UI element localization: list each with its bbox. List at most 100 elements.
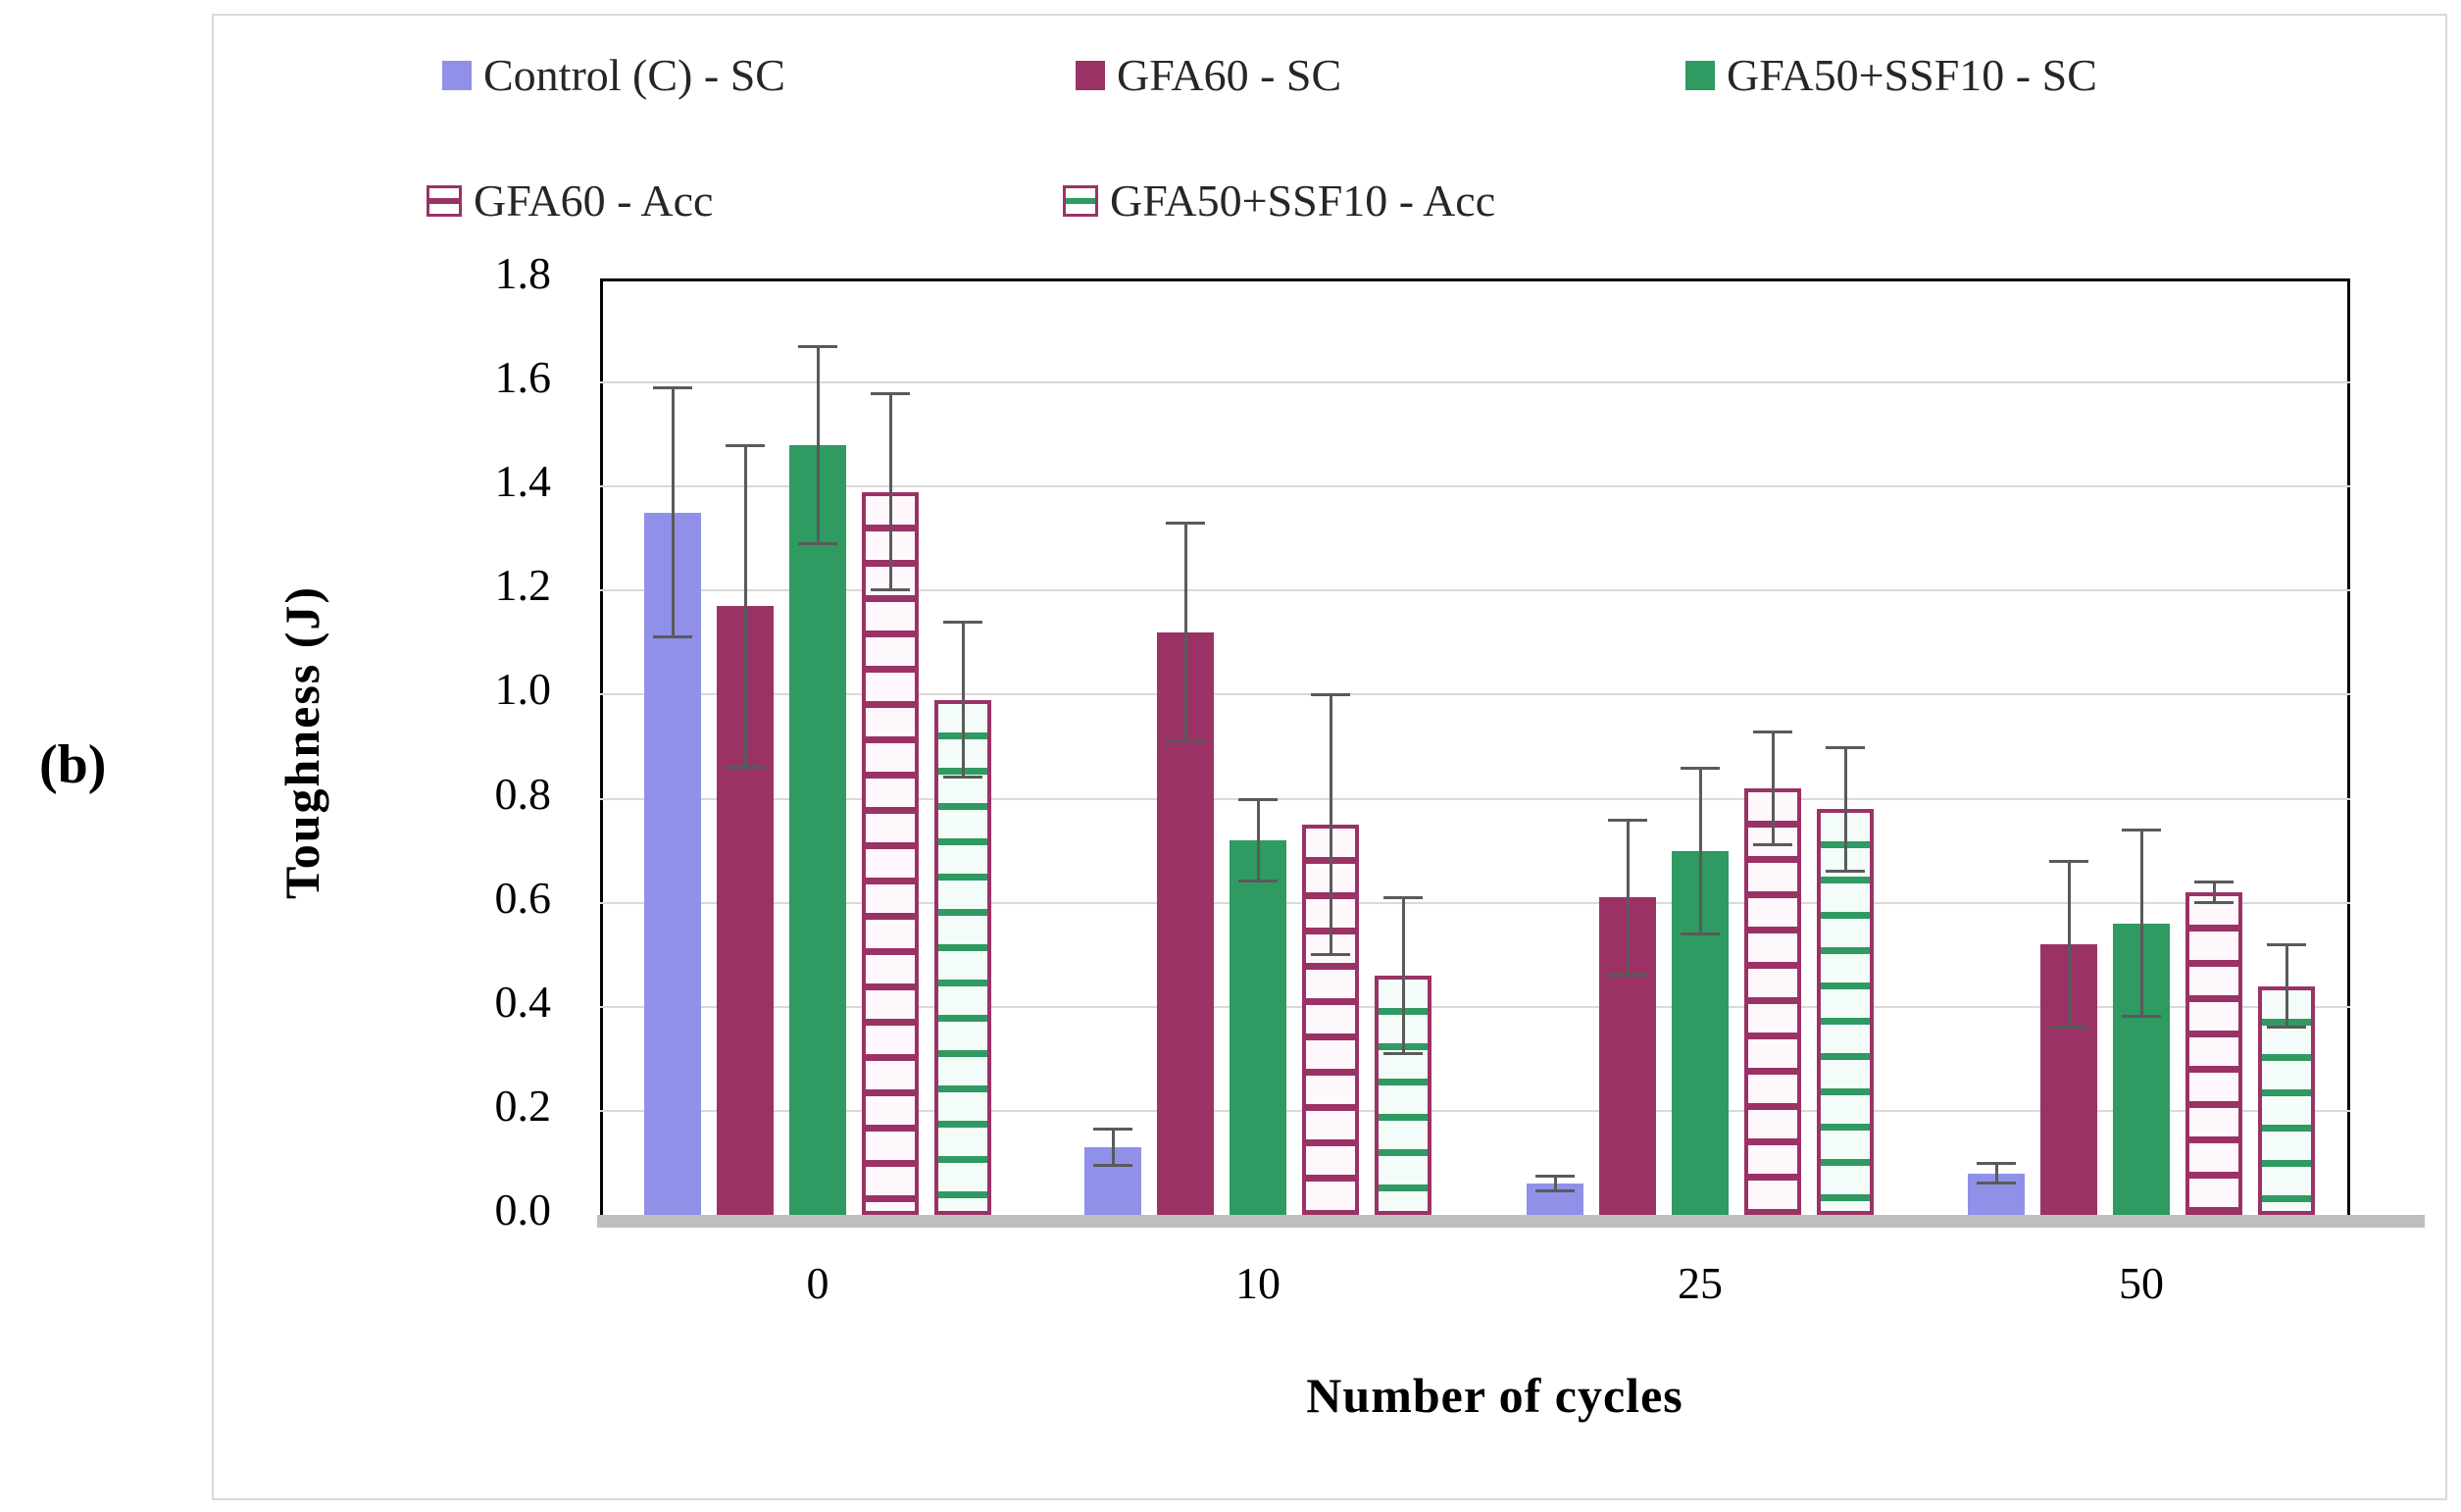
error-bar-cap-bottom [2049,1026,2088,1029]
error-bar-cap-bottom [1608,973,1647,977]
error-bar-cap-bottom [943,776,982,780]
legend-swatch-solid [1076,60,1105,90]
y-tick-label: 1.0 [494,664,552,715]
gridline [600,1005,2350,1008]
error-bar-cap-top [1681,766,1720,770]
error-bar-cap-bottom [1166,739,1205,743]
error-bar-cap-bottom [726,765,765,769]
plot-border [600,278,2350,1215]
error-bar-line [1771,731,1775,846]
y-tick-label: 1.4 [494,456,552,507]
gridline [600,485,2350,488]
error-bar-line [2285,944,2288,1028]
bar [862,491,919,1215]
error-bar-cap-top [871,391,910,395]
gridline [600,693,2350,696]
error-bar-cap-top [1977,1161,2016,1165]
bar [789,444,846,1215]
error-bar-line [743,444,747,768]
bar [1375,975,1431,1215]
error-bar-cap-top [798,344,837,348]
error-bar-cap-bottom [1311,952,1350,956]
error-bar-line [2139,830,2143,1018]
error-bar-line [888,392,892,591]
legend-item: GFA60 - SC [1076,49,1341,101]
error-bar-cap-top [1535,1175,1575,1179]
error-bar-cap-bottom [1093,1163,1132,1167]
legend-item: Control (C) - SC [442,49,785,101]
error-bar-cap-top [1826,745,1865,749]
bar [934,699,991,1215]
error-bar-cap-top [1311,693,1350,697]
error-bar-cap-top [2267,943,2306,947]
y-tick-label: 0.6 [494,872,552,923]
legend-swatch-solid [442,60,472,90]
y-tick-label: 1.6 [494,352,552,403]
y-tick-label: 0.4 [494,976,552,1027]
error-bar-cap-top [2122,829,2161,832]
error-bar-cap-top [943,621,982,625]
error-bar-line [1698,767,1702,934]
gridline [600,901,2350,904]
legend-label: Control (C) - SC [483,50,785,100]
error-bar-cap-bottom [1681,932,1720,935]
error-bar-line [961,622,965,779]
gridline [600,381,2350,384]
error-bar-cap-top [2049,860,2088,864]
legend-label: GFA60 - Acc [474,176,714,226]
error-bar-cap-top [1238,797,1278,801]
legend-item: GFA50+SSF10 - SC [1685,49,2097,101]
error-bar-cap-bottom [798,541,837,545]
y-tick-label: 0.0 [494,1184,552,1235]
legend-label: GFA60 - SC [1117,50,1342,100]
error-bar-cap-bottom [871,588,910,592]
error-bar-cap-bottom [1383,1051,1423,1055]
error-bar-cap-top [1383,896,1423,900]
y-tick-label: 0.8 [494,768,552,819]
error-bar-line [1994,1162,1998,1184]
legend-label: GFA50+SSF10 - SC [1727,50,2097,100]
y-tick-label: 0.2 [494,1080,552,1131]
legend-swatch-hatched [1063,184,1098,217]
error-bar-cap-top [1166,522,1205,526]
error-bar-line [1256,798,1260,882]
error-bar-cap-top [2194,881,2234,884]
gridline [600,797,2350,800]
error-bar-line [1626,819,1630,976]
legend-item: GFA60 - Acc [427,175,713,227]
legend-swatch-hatched [427,184,462,217]
gridline [600,1109,2350,1112]
x-axis-title: Number of cycles [1306,1368,1683,1423]
x-tick-label: 50 [2119,1258,2164,1308]
error-bar-cap-bottom [2194,900,2234,904]
error-bar-cap-bottom [1826,869,1865,873]
y-tick-label: 1.2 [494,560,552,611]
error-bar-line [1401,897,1405,1054]
gridline [600,589,2350,592]
y-axis-title: Toughness (J) [275,584,329,899]
x-axis-line [597,1215,2425,1228]
error-bar-line [1553,1176,1557,1192]
error-bar-cap-bottom [2122,1015,2161,1019]
error-bar-cap-bottom [2267,1026,2306,1029]
error-bar-cap-bottom [1535,1189,1575,1193]
error-bar-cap-bottom [1977,1182,2016,1185]
figure-frame: Control (C) - SC GFA60 - SC GFA50+SSF10 - … [212,14,2447,1500]
legend-swatch-solid [1685,60,1715,90]
error-bar-cap-top [653,386,692,390]
error-bar-cap-bottom [1753,843,1792,847]
bar [2185,892,2242,1215]
legend-label: GFA50+SSF10 - Acc [1110,176,1496,226]
panel-label: (b) [39,734,107,795]
error-bar-line [2212,882,2216,903]
bar [1230,840,1286,1215]
bar [1744,787,1801,1215]
error-bar-line [816,345,820,544]
error-bar-line [1843,746,1847,872]
error-bar-cap-top [726,443,765,447]
bar [1817,809,1874,1215]
error-bar-line [671,387,675,638]
error-bar-cap-top [1608,818,1647,822]
x-tick-label: 10 [1235,1258,1281,1308]
error-bar-line [1329,694,1332,955]
